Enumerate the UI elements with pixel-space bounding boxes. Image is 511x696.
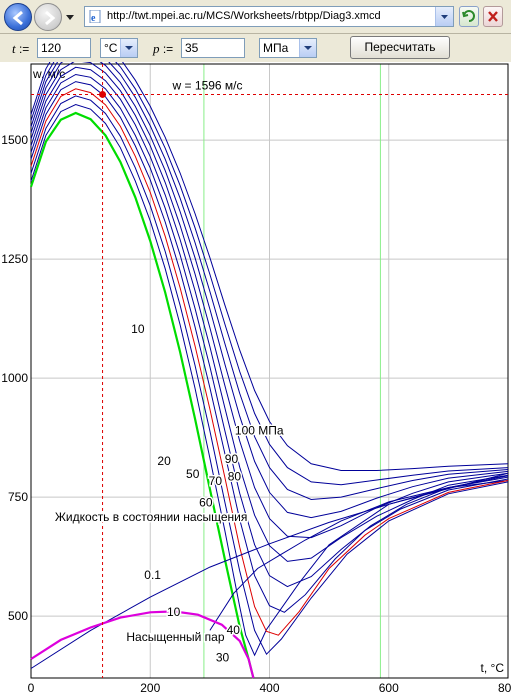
pressure-unit-select[interactable]: МПа bbox=[259, 38, 317, 58]
curve-label: 40 bbox=[227, 623, 241, 637]
curve-label: 70 bbox=[209, 474, 223, 488]
x-tick-label: 600 bbox=[379, 681, 399, 695]
series-line bbox=[30, 610, 255, 679]
curve-label: 10 bbox=[131, 322, 145, 336]
pressure-input[interactable]: 35 bbox=[181, 38, 245, 58]
curve-label: 80 bbox=[228, 469, 242, 483]
chevron-down-icon bbox=[120, 39, 137, 57]
marker-point bbox=[99, 90, 107, 98]
series-line bbox=[30, 95, 509, 656]
series-line bbox=[30, 103, 509, 657]
x-tick-label: 200 bbox=[140, 681, 160, 695]
marker-label: w = 1596 м/с bbox=[172, 78, 243, 92]
series-line bbox=[30, 62, 509, 519]
arrow-left-icon bbox=[12, 10, 23, 26]
series-line bbox=[30, 88, 509, 636]
y-tick-label: 750 bbox=[8, 490, 28, 504]
series-line bbox=[30, 62, 509, 486]
address-dropdown-button[interactable] bbox=[435, 7, 453, 26]
x-tick-label: 0 bbox=[28, 681, 35, 695]
browser-toolbar: e http://twt.mpei.ac.ru/MCS/Worksheets/r… bbox=[0, 0, 511, 34]
curve-label: 60 bbox=[199, 496, 213, 510]
chevron-down-icon bbox=[299, 39, 316, 57]
svg-text:e: e bbox=[91, 13, 96, 23]
back-button[interactable] bbox=[4, 3, 32, 31]
curve-label: 50 bbox=[186, 467, 200, 481]
curve-label: 0.1 bbox=[144, 568, 161, 582]
close-icon bbox=[488, 11, 498, 22]
y-tick-label: 1000 bbox=[1, 371, 28, 385]
t-label: t := bbox=[12, 41, 30, 56]
y-axis-label: w, м/с bbox=[32, 67, 65, 81]
address-bar[interactable]: e http://twt.mpei.ac.ru/MCS/Worksheets/r… bbox=[84, 6, 454, 27]
series-line bbox=[30, 66, 509, 562]
x-tick-label: 400 bbox=[259, 681, 279, 695]
curve-label: 10 bbox=[167, 605, 181, 619]
curve-label: 20 bbox=[157, 454, 171, 468]
series-line bbox=[29, 111, 255, 679]
temperature-unit-value: °C bbox=[104, 41, 118, 55]
series-line bbox=[30, 472, 509, 669]
url-text: http://twt.mpei.ac.ru/MCS/Worksheets/rbt… bbox=[107, 10, 381, 22]
series-line bbox=[30, 81, 509, 613]
speed-of-sound-chart: 0 200 400 600 800 500 750 1000 1250 1500 w, м/с t, … bbox=[1, 62, 511, 695]
x-tick-label: 800 bbox=[498, 681, 511, 695]
curve-label: Жидкость в состоянии насыщения bbox=[55, 510, 248, 524]
temperature-input[interactable]: 120 bbox=[37, 38, 91, 58]
plot-frame bbox=[30, 63, 509, 679]
y-tick-label: 1250 bbox=[1, 252, 28, 266]
curve-label: Насыщенный пар bbox=[126, 630, 224, 644]
ie-page-icon: e bbox=[89, 10, 101, 23]
series-line bbox=[209, 475, 509, 631]
p-label: p := bbox=[153, 41, 174, 56]
arrow-right-icon bbox=[45, 10, 56, 26]
forward-button[interactable] bbox=[34, 3, 62, 31]
series-line bbox=[30, 62, 509, 471]
curve-label: 90 bbox=[225, 452, 239, 466]
chevron-down-icon bbox=[441, 15, 448, 19]
curve-label: 30 bbox=[216, 650, 230, 664]
refresh-button[interactable] bbox=[459, 6, 479, 27]
curve-label: 100 МПа bbox=[235, 423, 284, 437]
y-tick-label: 1500 bbox=[1, 133, 28, 147]
stop-button[interactable] bbox=[483, 6, 503, 27]
history-dropdown-icon[interactable] bbox=[65, 12, 75, 22]
pressure-unit-value: МПа bbox=[263, 41, 289, 55]
temperature-unit-select[interactable]: °C bbox=[100, 38, 138, 58]
series-line bbox=[30, 62, 509, 501]
recalculate-button[interactable]: Пересчитать bbox=[350, 36, 450, 59]
refresh-icon bbox=[462, 10, 475, 22]
x-axis-label: t, °C bbox=[481, 661, 505, 675]
y-tick-label: 500 bbox=[8, 609, 28, 623]
series-line bbox=[30, 62, 509, 539]
series-line bbox=[30, 73, 509, 588]
